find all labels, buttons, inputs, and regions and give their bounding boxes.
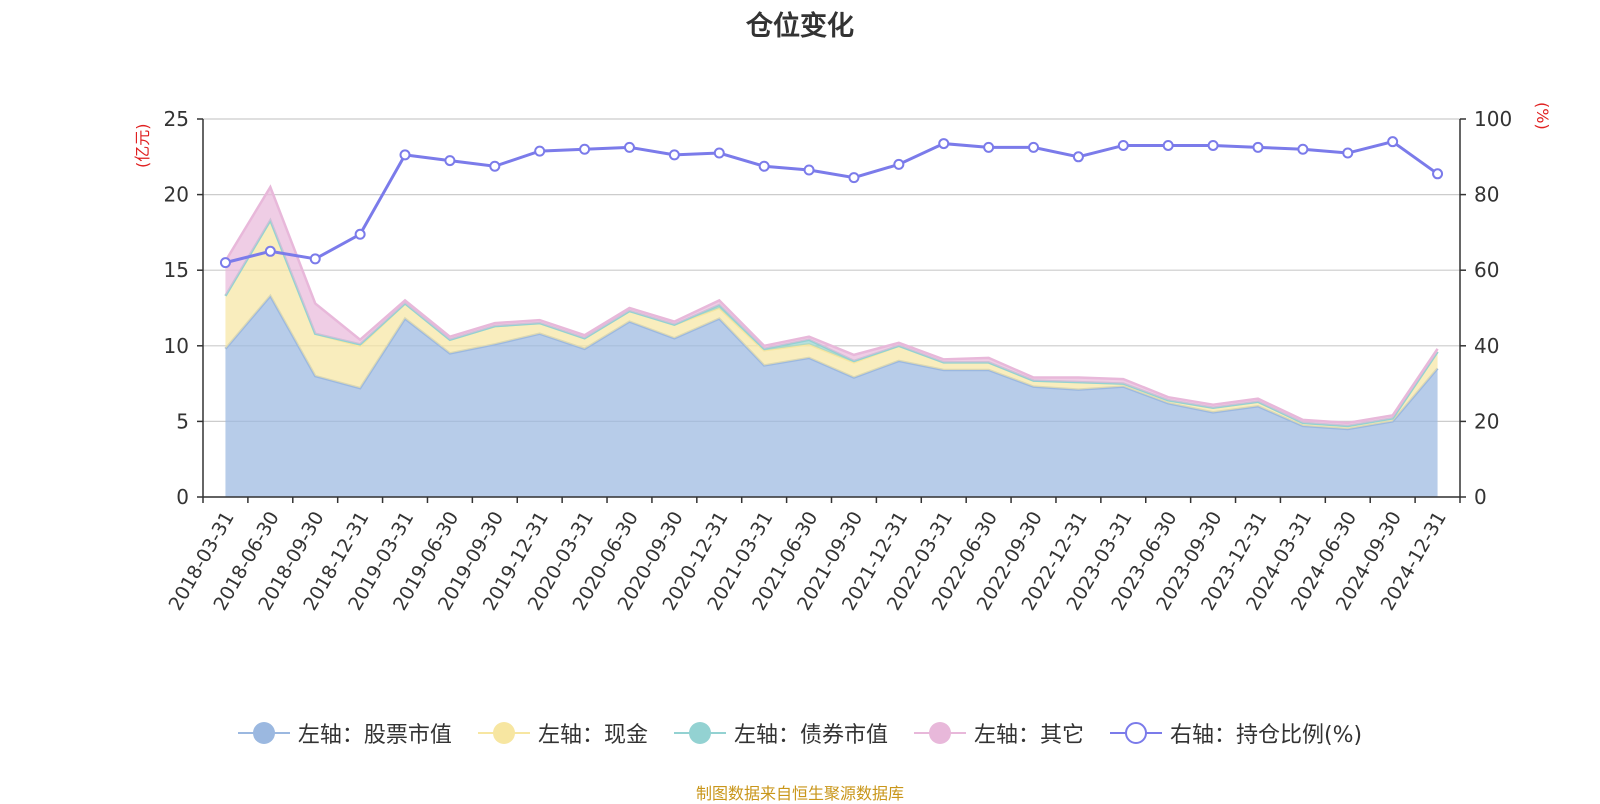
position-ratio-point [1387, 136, 1399, 148]
right-tick-label: 40 [1474, 334, 1499, 358]
left-tick-label: 20 [164, 183, 189, 207]
position-ratio-point [1028, 141, 1040, 153]
position-ratio-point [264, 245, 276, 257]
right-tick-label: 20 [1474, 409, 1499, 433]
area-line-4 [224, 184, 1439, 425]
right-tick-label: 80 [1474, 183, 1499, 207]
position-ratio-point [848, 172, 860, 184]
legend-item[interactable]: 左轴：股票市值 [237, 717, 452, 749]
position-ratio-point [309, 253, 321, 265]
position-ratio-point [489, 160, 501, 172]
legend-symbol-icon [1109, 720, 1162, 746]
chart-title: 仓位变化 [746, 11, 854, 42]
position-ratio-point [1297, 143, 1309, 155]
left-tick-label: 10 [164, 334, 189, 358]
left-tick-label: 5 [176, 409, 189, 433]
position-ratio-point [1207, 139, 1219, 151]
legend-symbol-icon [913, 720, 966, 746]
legend-item[interactable]: 左轴：债券市值 [673, 717, 888, 749]
position-ratio-point [444, 155, 456, 167]
legend-symbol-icon [477, 720, 530, 746]
position-ratio-point [1252, 141, 1264, 153]
position-ratio-point [579, 143, 591, 155]
position-ratio-point [1432, 168, 1444, 180]
legend-item[interactable]: 左轴：现金 [477, 717, 648, 749]
position-ratio-line [225, 140, 1439, 265]
legend-label: 左轴：股票市值 [297, 723, 452, 748]
legend-symbol-icon [237, 720, 290, 746]
legend-label: 左轴：债券市值 [733, 723, 888, 748]
data-source-note: 制图数据来自恒生聚源数据库 [695, 784, 904, 803]
position-ratio-point [1162, 139, 1174, 151]
left-tick-label: 15 [164, 258, 189, 282]
legend-label: 左轴：其它 [973, 723, 1084, 748]
right-tick-label: 100 [1474, 107, 1512, 131]
left-tick-label: 25 [164, 107, 189, 131]
legend-symbol-icon [673, 720, 726, 746]
position-ratio-point [354, 228, 366, 240]
position-ratio-point [399, 149, 411, 161]
position-ratio-point [803, 164, 815, 176]
right-tick-label: 60 [1474, 258, 1499, 282]
position-ratio-point [758, 160, 770, 172]
right-tick-label: 0 [1474, 485, 1487, 509]
position-ratio-point [534, 145, 546, 157]
left-tick-label: 0 [176, 485, 189, 509]
legend-item[interactable]: 右轴：持仓比例(%) [1109, 717, 1363, 749]
position-ratio-point [1117, 139, 1129, 151]
position-ratio-point [713, 147, 725, 159]
position-ratio-point [623, 141, 635, 153]
position-ratio-point [983, 141, 995, 153]
legend-label: 右轴：持仓比例(%) [1169, 723, 1363, 748]
position-ratio-point [938, 138, 950, 150]
chart-legend: 左轴：股票市值 左轴：现金 左轴：债券市值 左轴：其它 右轴：持仓比例(%) [0, 717, 1600, 749]
legend-item[interactable]: 左轴：其它 [913, 717, 1084, 749]
position-ratio-point [1072, 151, 1084, 163]
area-1 [225, 295, 1438, 497]
position-ratio-point [219, 257, 231, 269]
position-ratio-point [668, 149, 680, 161]
position-ratio-point [1342, 147, 1354, 159]
position-ratio-point [893, 158, 905, 170]
legend-label: 左轴：现金 [537, 723, 648, 748]
